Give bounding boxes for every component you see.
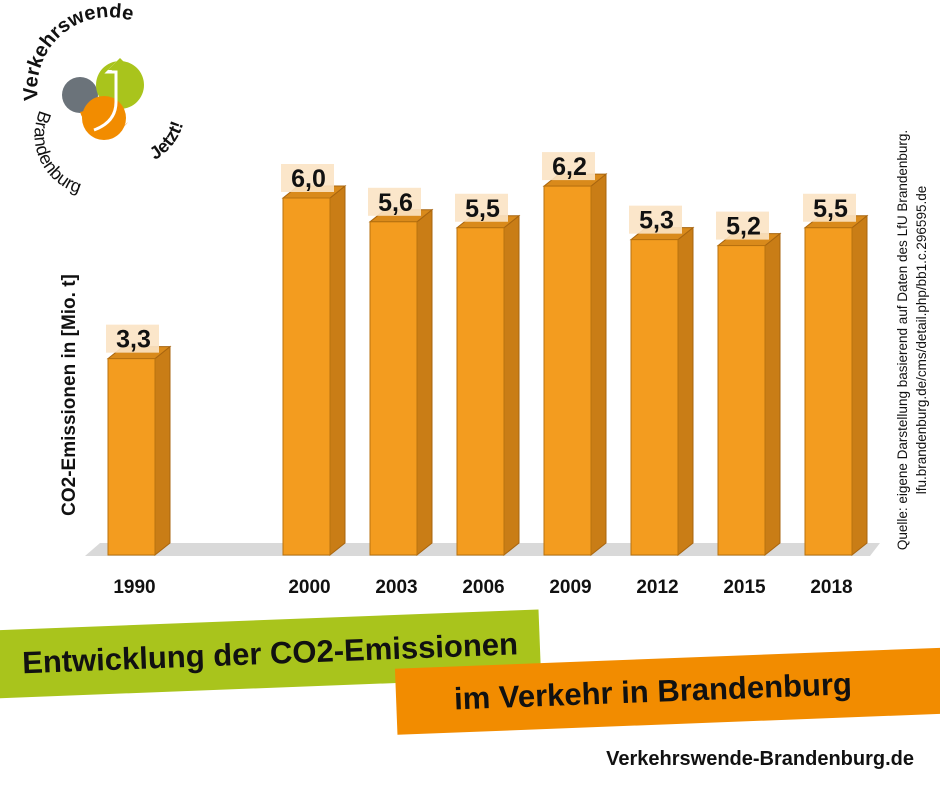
- bar: [456, 227, 505, 556]
- bar-side: [677, 226, 694, 557]
- y-axis-label: CO2-Emissionen in [Mio. t]: [59, 274, 80, 516]
- logo-side-text: Jetzt!: [146, 119, 187, 164]
- x-tick-label: 2012: [636, 577, 678, 598]
- data-label: 6,2: [552, 153, 587, 181]
- data-label-background: [281, 164, 334, 192]
- footer-website: Verkehrswende-Brandenburg.de: [606, 748, 914, 770]
- data-label: 5,6: [378, 189, 413, 217]
- bar-side: [590, 173, 607, 557]
- data-label-background: [455, 193, 508, 222]
- x-tick-label: 2018: [810, 577, 852, 598]
- logo-bottom-text: Brandenburg: [30, 109, 84, 198]
- data-label-background: [368, 187, 421, 216]
- svg-text:Brandenburg: Brandenburg: [30, 109, 84, 198]
- x-tick-label: 2006: [462, 577, 504, 598]
- data-label: 5,2: [726, 213, 761, 241]
- data-label: 5,5: [465, 195, 500, 223]
- logo: Verkehrswende Brandenburg Jetzt!: [20, 0, 187, 197]
- bar-side: [851, 214, 868, 557]
- data-label: 3,3: [116, 326, 151, 354]
- data-label-background: [629, 205, 682, 234]
- bar: [717, 245, 766, 556]
- bar-side: [503, 214, 520, 557]
- bar-side: [764, 232, 781, 557]
- source-note: Quelle: eigene Darstellung basierend auf…: [893, 130, 931, 550]
- bar-side: [416, 208, 433, 557]
- data-label: 5,3: [639, 207, 674, 235]
- data-label: 6,0: [291, 165, 326, 193]
- bar-side: [329, 184, 346, 557]
- x-tick-label: 1990: [113, 577, 155, 598]
- bar: [804, 227, 853, 556]
- bar-side: [154, 345, 171, 557]
- bar: [543, 185, 592, 556]
- bar: [282, 197, 331, 556]
- x-tick-label: 2009: [549, 577, 591, 598]
- data-label-background: [803, 193, 856, 222]
- source-line-1: Quelle: eigene Darstellung basierend auf…: [895, 129, 910, 551]
- x-tick-label: 2003: [375, 577, 417, 598]
- data-label-background: [106, 324, 159, 353]
- data-label-background: [542, 152, 595, 181]
- x-tick-label: 2000: [288, 577, 330, 598]
- x-tick-label: 2015: [723, 577, 766, 598]
- source-line-2: lfu.brandenburg.de/cms/detail.php/bb1.c.…: [914, 185, 929, 495]
- bar: [630, 239, 679, 556]
- data-label-background: [716, 211, 769, 240]
- bar: [107, 358, 156, 556]
- bar: [369, 221, 418, 556]
- svg-text:Jetzt!: Jetzt!: [146, 119, 187, 164]
- data-label: 5,5: [813, 195, 848, 223]
